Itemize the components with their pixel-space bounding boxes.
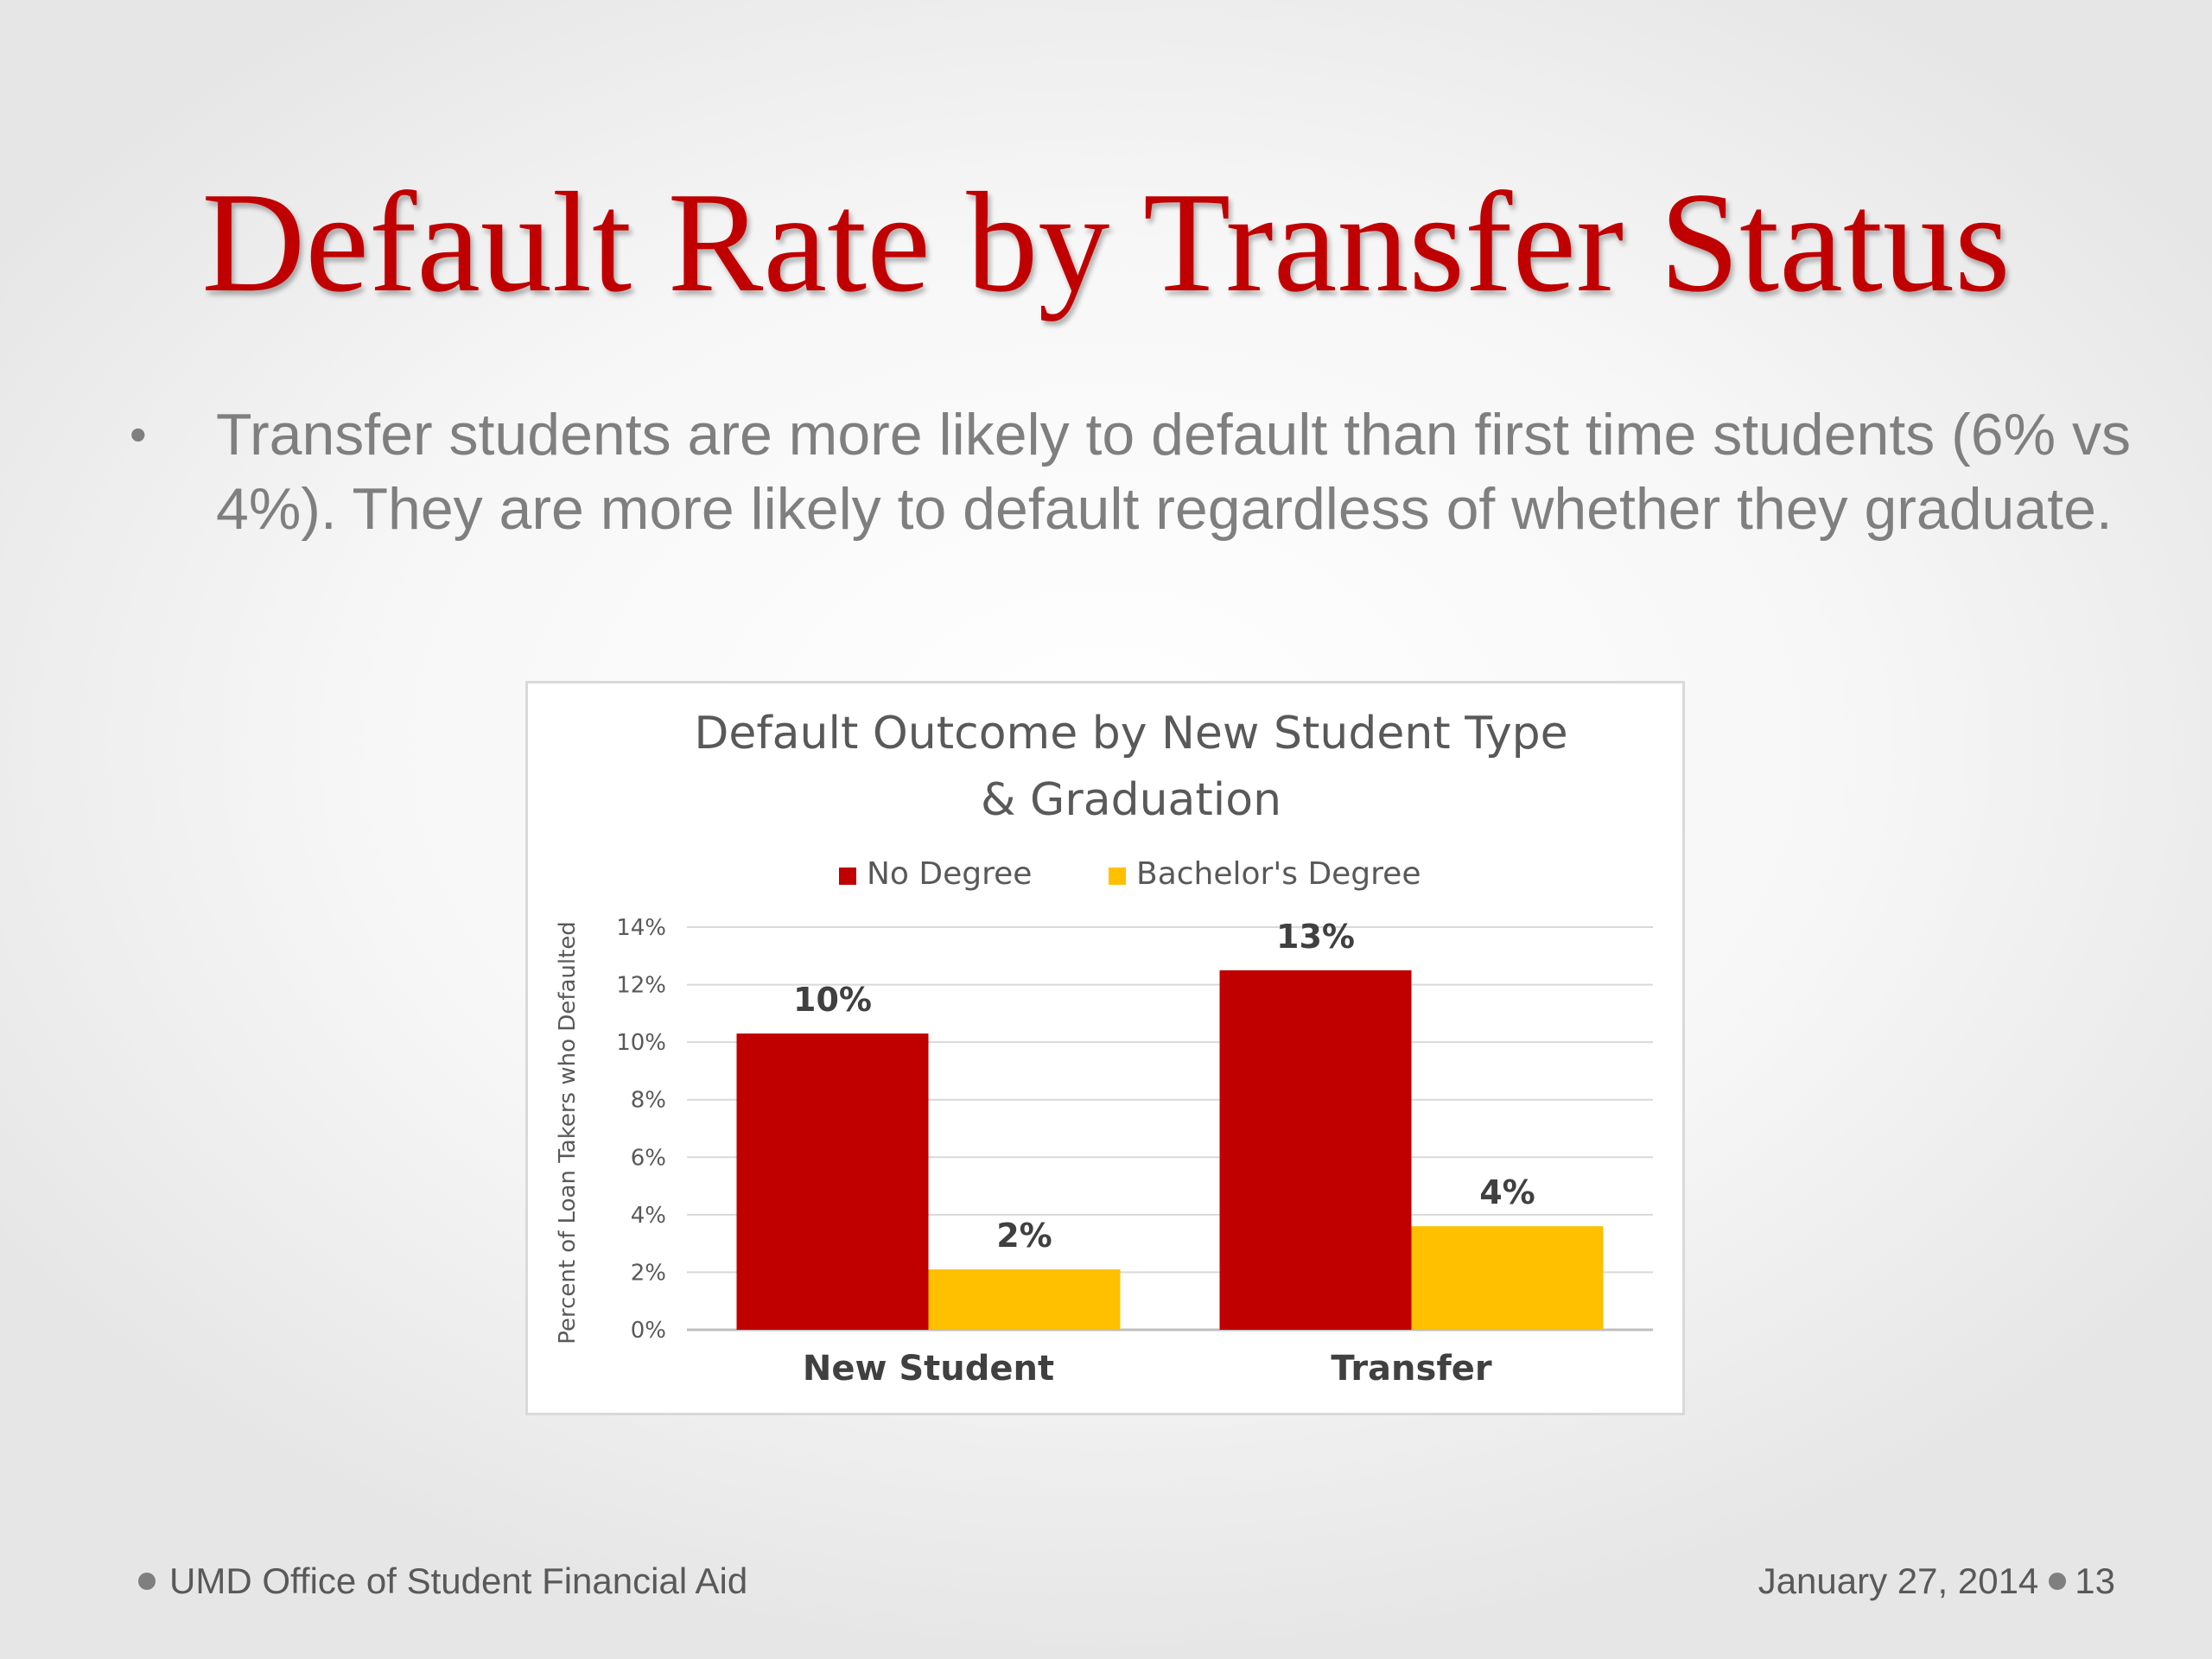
footer-right: January 27, 2014 13: [1758, 1555, 2115, 1607]
x-axis-ticks: New Student Transfer: [803, 1349, 1492, 1389]
page-number: 13: [2075, 1560, 2115, 1601]
bars: 10% 2% 13% 4%: [736, 918, 1604, 1330]
data-label: 13%: [1276, 918, 1355, 956]
bullet-text: Transfer students are more likely to def…: [216, 402, 2131, 542]
bullet-icon: •: [130, 407, 147, 461]
y-tick-label: 10%: [616, 1030, 666, 1056]
footer-left: UMD Office of Student Financial Aid: [138, 1555, 747, 1607]
y-tick-label: 2%: [631, 1260, 666, 1286]
y-tick-label: 4%: [631, 1203, 666, 1229]
legend-swatch: [1109, 868, 1126, 885]
legend-label: No Degree: [867, 856, 1032, 892]
data-label: 2%: [996, 1217, 1052, 1255]
chart-container: Default Outcome by New Student Type & Gr…: [525, 681, 1685, 1415]
x-tick-label: Transfer: [1331, 1349, 1491, 1389]
legend-label: Bachelor's Degree: [1136, 856, 1421, 892]
y-axis-label: Percent of Loan Takers who Defaulted: [555, 921, 581, 1344]
bar: [1219, 969, 1412, 1330]
bar-chart: Default Outcome by New Student Type & Gr…: [555, 708, 1653, 1389]
chart-legend: No Degree Bachelor's Degree: [839, 856, 1421, 892]
y-tick-label: 8%: [631, 1088, 666, 1114]
footer-dot-icon: [138, 1573, 156, 1590]
legend-swatch: [839, 868, 856, 885]
bar: [1411, 1226, 1604, 1330]
data-label: 10%: [793, 981, 872, 1019]
y-axis-ticks: 0% 2% 4% 6% 8% 10% 12% 14%: [616, 915, 666, 1344]
footer-organization: UMD Office of Student Financial Aid: [169, 1560, 748, 1601]
data-label: 4%: [1479, 1173, 1535, 1211]
bar: [736, 1033, 929, 1330]
chart-title-line1: Default Outcome by New Student Type: [694, 708, 1567, 760]
y-tick-label: 6%: [631, 1145, 666, 1171]
x-tick-label: New Student: [803, 1349, 1054, 1389]
y-tick-label: 12%: [616, 973, 666, 999]
footer-date: January 27, 2014: [1758, 1560, 2039, 1601]
chart-title-line2: & Graduation: [981, 774, 1281, 826]
y-tick-label: 0%: [631, 1318, 666, 1344]
y-tick-label: 14%: [616, 915, 666, 941]
footer-dot-icon: [2049, 1573, 2067, 1590]
slide-title: Default Rate by Transfer Status: [201, 162, 2011, 321]
bar: [928, 1269, 1121, 1330]
